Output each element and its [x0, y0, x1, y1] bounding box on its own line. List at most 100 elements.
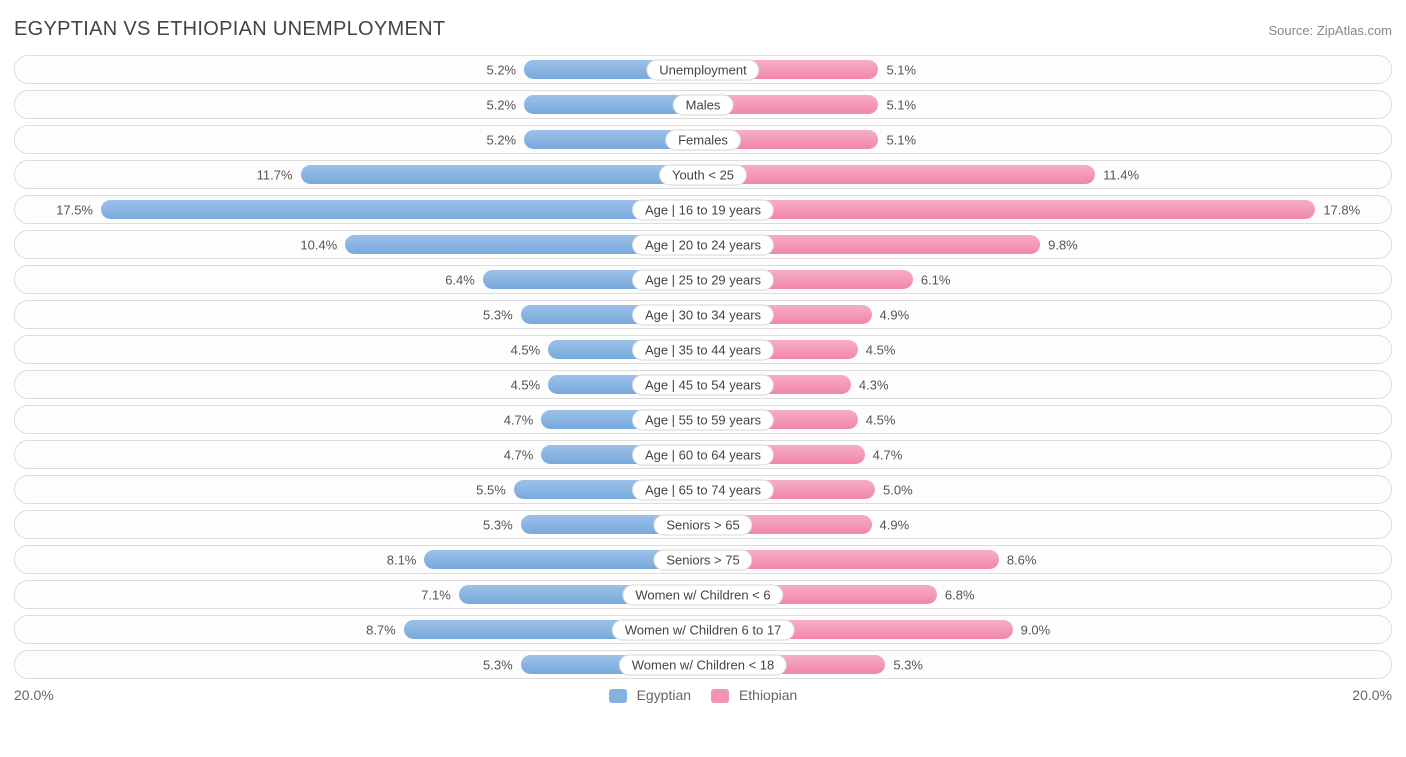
- row-right-half: 4.3%: [703, 371, 1391, 398]
- chart-rows: 5.2%5.1%Unemployment5.2%5.1%Males5.2%5.1…: [14, 55, 1392, 679]
- pct-egyptian: 4.7%: [504, 447, 534, 462]
- legend-label-egyptian: Egyptian: [637, 687, 691, 703]
- chart-header: EGYPTIAN VS ETHIOPIAN UNEMPLOYMENT Sourc…: [14, 18, 1392, 41]
- chart-footer: 20.0% Egyptian Ethiopian 20.0%: [14, 687, 1392, 703]
- row-right-half: 5.0%: [703, 476, 1391, 503]
- row-right-half: 4.9%: [703, 511, 1391, 538]
- row-right-half: 9.0%: [703, 616, 1391, 643]
- pct-ethiopian: 6.8%: [945, 587, 975, 602]
- row-right-half: 4.5%: [703, 406, 1391, 433]
- pct-ethiopian: 5.0%: [883, 482, 913, 497]
- row-left-half: 5.3%: [15, 301, 703, 328]
- row-right-half: 6.8%: [703, 581, 1391, 608]
- pct-egyptian: 6.4%: [445, 272, 475, 287]
- row-left-half: 4.5%: [15, 336, 703, 363]
- chart-row: 4.5% 4.3%Age | 45 to 54 years: [14, 370, 1392, 399]
- row-left-half: 5.3%: [15, 511, 703, 538]
- row-category-label: Males: [673, 94, 734, 115]
- chart-row: 17.5% 17.8% Age | 16 to 19 years: [14, 195, 1392, 224]
- pct-ethiopian: 9.8%: [1048, 237, 1078, 252]
- pct-ethiopian: 9.0%: [1021, 622, 1051, 637]
- chart-legend: Egyptian Ethiopian: [609, 687, 798, 703]
- row-left-half: 11.7%: [15, 161, 703, 188]
- row-category-label: Age | 25 to 29 years: [632, 269, 774, 290]
- row-left-half: 17.5%: [15, 196, 703, 223]
- row-left-half: 4.7%: [15, 441, 703, 468]
- pct-ethiopian: 6.1%: [921, 272, 951, 287]
- row-right-half: 4.5%: [703, 336, 1391, 363]
- row-category-label: Women w/ Children 6 to 17: [612, 619, 795, 640]
- legend-label-ethiopian: Ethiopian: [739, 687, 797, 703]
- row-left-half: 10.4%: [15, 231, 703, 258]
- row-category-label: Age | 16 to 19 years: [632, 199, 774, 220]
- legend-item-ethiopian: Ethiopian: [711, 687, 797, 703]
- row-right-half: 4.7%: [703, 441, 1391, 468]
- row-category-label: Age | 20 to 24 years: [632, 234, 774, 255]
- row-category-label: Unemployment: [646, 59, 759, 80]
- pct-ethiopian: 5.1%: [886, 62, 916, 77]
- pct-egyptian: 5.5%: [476, 482, 506, 497]
- pct-egyptian: 17.5%: [56, 202, 93, 217]
- chart-row: 5.2% 5.1% Unemployment: [14, 55, 1392, 84]
- row-left-half: 7.1%: [15, 581, 703, 608]
- legend-swatch-egyptian: [609, 689, 627, 703]
- chart-row: 5.2% 5.1%Males: [14, 90, 1392, 119]
- pct-ethiopian: 4.5%: [866, 342, 896, 357]
- chart-row: 5.2%5.1%Females: [14, 125, 1392, 154]
- pct-ethiopian: 11.4%: [1103, 167, 1139, 182]
- row-left-half: 8.1%: [15, 546, 703, 573]
- pct-ethiopian: 4.9%: [880, 517, 910, 532]
- row-category-label: Women w/ Children < 6: [622, 584, 783, 605]
- chart-row: 5.3%5.3%Women w/ Children < 18: [14, 650, 1392, 679]
- pct-egyptian: 4.5%: [511, 342, 541, 357]
- chart-row: 8.1%8.6%Seniors > 75: [14, 545, 1392, 574]
- pct-egyptian: 4.7%: [504, 412, 534, 427]
- row-category-label: Age | 30 to 34 years: [632, 304, 774, 325]
- chart-row: 5.5% 5.0% Age | 65 to 74 years: [14, 475, 1392, 504]
- legend-swatch-ethiopian: [711, 689, 729, 703]
- pct-ethiopian: 8.6%: [1007, 552, 1037, 567]
- chart-row: 4.7%4.5%Age | 55 to 59 years: [14, 405, 1392, 434]
- chart-row: 11.7% 11.4% Youth < 25: [14, 160, 1392, 189]
- axis-left-max: 20.0%: [14, 687, 54, 703]
- row-category-label: Seniors > 65: [653, 514, 752, 535]
- chart-container: EGYPTIAN VS ETHIOPIAN UNEMPLOYMENT Sourc…: [0, 0, 1406, 713]
- bar-ethiopian: [703, 200, 1315, 219]
- row-left-half: 6.4%: [15, 266, 703, 293]
- row-left-half: 5.2%: [15, 56, 703, 83]
- row-right-half: 4.9%: [703, 301, 1391, 328]
- chart-row: 5.3% 4.9% Seniors > 65: [14, 510, 1392, 539]
- pct-ethiopian: 4.5%: [866, 412, 896, 427]
- row-category-label: Women w/ Children < 18: [619, 654, 787, 675]
- pct-egyptian: 5.3%: [483, 307, 513, 322]
- chart-row: 10.4% 9.8% Age | 20 to 24 years: [14, 230, 1392, 259]
- row-category-label: Females: [665, 129, 741, 150]
- legend-item-egyptian: Egyptian: [609, 687, 691, 703]
- row-right-half: 5.3%: [703, 651, 1391, 678]
- row-right-half: 17.8%: [703, 196, 1391, 223]
- pct-ethiopian: 5.1%: [886, 132, 916, 147]
- pct-egyptian: 5.2%: [486, 97, 516, 112]
- row-category-label: Age | 65 to 74 years: [632, 479, 774, 500]
- pct-egyptian: 5.2%: [486, 62, 516, 77]
- bar-egyptian: [101, 200, 703, 219]
- row-category-label: Age | 60 to 64 years: [632, 444, 774, 465]
- pct-egyptian: 4.5%: [511, 377, 541, 392]
- bar-egyptian: [301, 165, 703, 184]
- chart-title: EGYPTIAN VS ETHIOPIAN UNEMPLOYMENT: [14, 18, 445, 41]
- row-right-half: 11.4%: [703, 161, 1391, 188]
- row-category-label: Age | 35 to 44 years: [632, 339, 774, 360]
- pct-ethiopian: 17.8%: [1323, 202, 1360, 217]
- row-category-label: Youth < 25: [659, 164, 747, 185]
- chart-row: 8.7% 9.0% Women w/ Children 6 to 17: [14, 615, 1392, 644]
- row-category-label: Age | 45 to 54 years: [632, 374, 774, 395]
- chart-source: Source: ZipAtlas.com: [1268, 23, 1392, 38]
- row-right-half: 6.1%: [703, 266, 1391, 293]
- row-right-half: 5.1%: [703, 126, 1391, 153]
- row-right-half: 5.1%: [703, 91, 1391, 118]
- row-right-half: 8.6%: [703, 546, 1391, 573]
- pct-egyptian: 8.7%: [366, 622, 396, 637]
- row-right-half: 5.1%: [703, 56, 1391, 83]
- pct-egyptian: 10.4%: [300, 237, 337, 252]
- chart-row: 6.4% 6.1% Age | 25 to 29 years: [14, 265, 1392, 294]
